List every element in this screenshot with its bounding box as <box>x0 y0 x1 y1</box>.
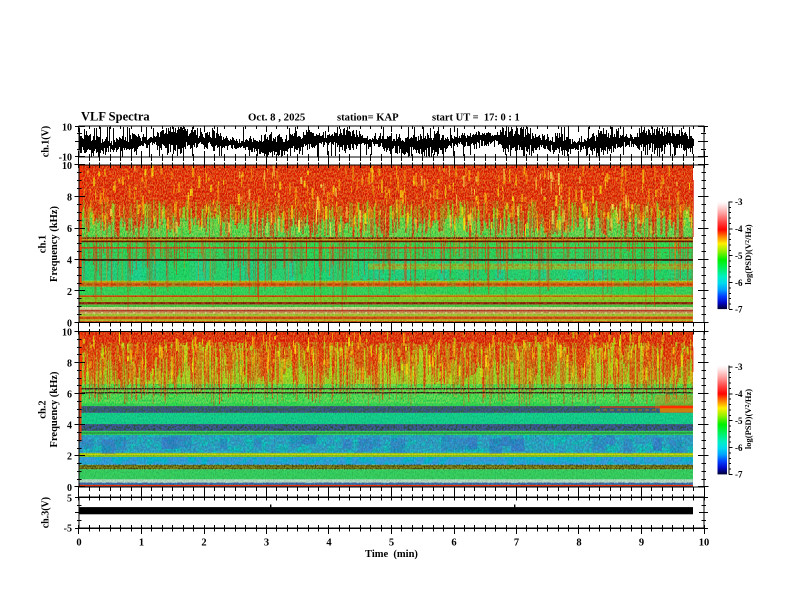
svg-text:ch.1: ch.1 <box>38 235 49 253</box>
svg-text:6: 6 <box>67 224 72 235</box>
svg-text:station= KAP: station= KAP <box>337 113 399 124</box>
svg-text:6: 6 <box>67 390 72 401</box>
svg-text:-6: -6 <box>735 278 743 288</box>
svg-text:5: 5 <box>67 493 72 504</box>
svg-text:-5: -5 <box>735 416 743 426</box>
svg-text:2: 2 <box>201 538 206 549</box>
svg-text:0: 0 <box>76 538 81 549</box>
svg-text:5: 5 <box>389 538 394 549</box>
svg-text:log(PSD)(V2/Hz): log(PSD)(V2/Hz) <box>743 389 753 449</box>
svg-text:Time (min): Time (min) <box>365 549 418 560</box>
svg-text:2: 2 <box>67 287 72 298</box>
svg-text:0: 0 <box>67 318 72 329</box>
svg-text:4: 4 <box>67 421 72 432</box>
svg-text:9: 9 <box>639 538 644 549</box>
svg-text:ch.1(V): ch.1(V) <box>41 126 52 157</box>
svg-text:10: 10 <box>62 327 72 338</box>
svg-text:1: 1 <box>139 538 144 549</box>
svg-text:-6: -6 <box>735 443 743 453</box>
svg-text:-5: -5 <box>64 524 72 535</box>
svg-text:ch.3(V): ch.3(V) <box>41 497 52 528</box>
svg-text:-5: -5 <box>735 251 743 261</box>
svg-text:Frequency (kHz): Frequency (kHz) <box>49 371 60 447</box>
svg-text:3: 3 <box>264 538 269 549</box>
svg-text:-10: -10 <box>59 153 72 164</box>
svg-text:10: 10 <box>62 161 72 172</box>
svg-text:6: 6 <box>451 538 456 549</box>
svg-text:0: 0 <box>67 483 72 494</box>
svg-text:Frequency (kHz): Frequency (kHz) <box>49 206 60 282</box>
svg-text:-7: -7 <box>735 305 743 315</box>
svg-text:log(PSD)(V2/Hz): log(PSD)(V2/Hz) <box>743 224 753 284</box>
svg-text:8: 8 <box>67 192 72 203</box>
svg-text:start UT = 17: 0 : 1: start UT = 17: 0 : 1 <box>432 113 520 124</box>
svg-text:-3: -3 <box>735 197 743 207</box>
svg-text:8: 8 <box>576 538 581 549</box>
svg-text:8: 8 <box>67 358 72 369</box>
svg-text:VLF Spectra: VLF Spectra <box>81 110 150 124</box>
svg-text:10: 10 <box>62 123 72 134</box>
svg-text:4: 4 <box>326 538 332 549</box>
svg-text:ch.2: ch.2 <box>38 400 49 418</box>
svg-text:-3: -3 <box>735 362 743 372</box>
svg-text:-4: -4 <box>735 389 743 399</box>
svg-text:2: 2 <box>67 452 72 463</box>
svg-text:-7: -7 <box>735 470 743 480</box>
svg-text:Oct. 8 , 2025: Oct. 8 , 2025 <box>248 112 305 124</box>
svg-text:7: 7 <box>514 538 519 549</box>
svg-text:4: 4 <box>67 255 72 266</box>
svg-text:-4: -4 <box>735 224 743 234</box>
svg-text:10: 10 <box>699 538 710 549</box>
